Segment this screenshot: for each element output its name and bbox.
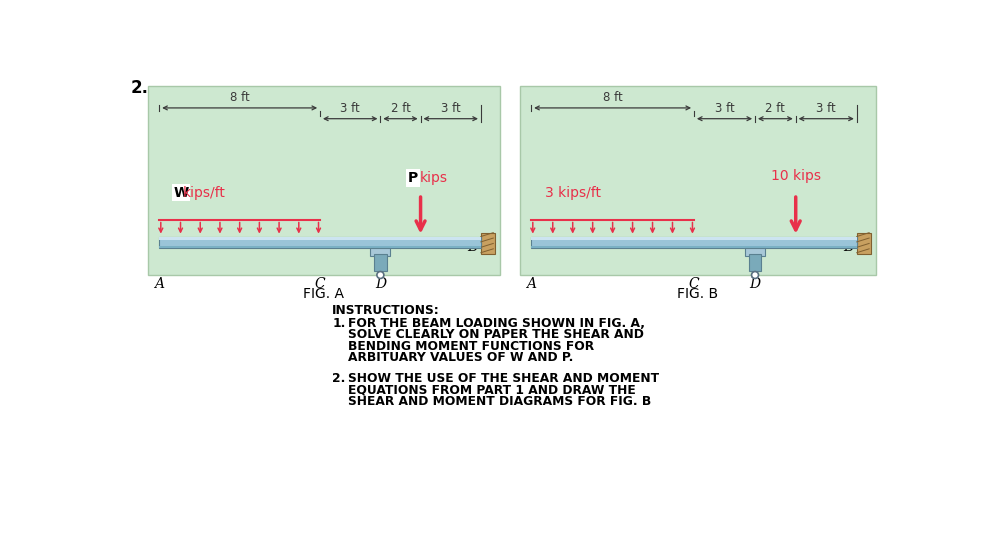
Text: SHEAR AND MOMENT DIAGRAMS FOR FIG. B: SHEAR AND MOMENT DIAGRAMS FOR FIG. B <box>347 395 650 408</box>
Text: P: P <box>408 171 417 185</box>
Bar <box>531 237 856 248</box>
Bar <box>159 246 480 248</box>
Text: B: B <box>467 240 477 254</box>
Bar <box>480 233 494 254</box>
Bar <box>147 86 500 275</box>
Circle shape <box>750 272 757 279</box>
Text: FIG. A: FIG. A <box>303 287 344 301</box>
Text: 3 kips/ft: 3 kips/ft <box>545 186 600 200</box>
Text: SOLVE CLEARLY ON PAPER THE SHEAR AND: SOLVE CLEARLY ON PAPER THE SHEAR AND <box>347 328 643 341</box>
Text: FIG. B: FIG. B <box>677 287 718 301</box>
Bar <box>531 246 856 248</box>
Text: ARBITUARY VALUES OF W AND P.: ARBITUARY VALUES OF W AND P. <box>347 351 573 364</box>
Text: FOR THE BEAM LOADING SHOWN IN FIG. A,: FOR THE BEAM LOADING SHOWN IN FIG. A, <box>347 316 644 329</box>
Bar <box>374 254 387 271</box>
Text: 10 kips: 10 kips <box>770 170 820 184</box>
Bar <box>519 86 876 275</box>
Bar <box>748 254 760 271</box>
Text: D: D <box>375 278 386 291</box>
Text: 2 ft: 2 ft <box>390 102 410 115</box>
Text: INSTRUCTIONS:: INSTRUCTIONS: <box>332 303 439 316</box>
Text: A: A <box>526 278 536 291</box>
Text: kips: kips <box>419 171 447 185</box>
Text: 2.: 2. <box>332 372 345 385</box>
Text: 2 ft: 2 ft <box>764 102 784 115</box>
Text: 8 ft: 8 ft <box>230 91 249 104</box>
Text: EQUATIONS FROM PART 1 AND DRAW THE: EQUATIONS FROM PART 1 AND DRAW THE <box>347 383 635 396</box>
Bar <box>159 237 480 248</box>
Bar <box>856 233 870 254</box>
Bar <box>159 237 480 240</box>
Text: 3 ft: 3 ft <box>340 102 360 115</box>
Text: E: E <box>393 238 403 252</box>
Text: 3 ft: 3 ft <box>714 102 734 115</box>
Text: A: A <box>154 278 164 291</box>
Text: 2.: 2. <box>130 79 148 97</box>
Text: kips/ft: kips/ft <box>182 186 226 200</box>
Text: 8 ft: 8 ft <box>602 91 622 104</box>
Text: D: D <box>748 278 759 291</box>
Text: C: C <box>314 278 325 291</box>
Text: W: W <box>173 186 188 200</box>
Bar <box>745 248 764 256</box>
Text: E: E <box>766 238 776 252</box>
Text: B: B <box>843 240 853 254</box>
Text: 3 ft: 3 ft <box>815 102 835 115</box>
Text: SHOW THE USE OF THE SHEAR AND MOMENT: SHOW THE USE OF THE SHEAR AND MOMENT <box>347 372 658 385</box>
Text: BENDING MOMENT FUNCTIONS FOR: BENDING MOMENT FUNCTIONS FOR <box>347 340 593 353</box>
Text: 3 ft: 3 ft <box>440 102 460 115</box>
Bar <box>370 248 390 256</box>
Text: C: C <box>688 278 699 291</box>
Circle shape <box>377 272 384 279</box>
Bar <box>531 237 856 240</box>
Text: 1.: 1. <box>332 316 345 329</box>
